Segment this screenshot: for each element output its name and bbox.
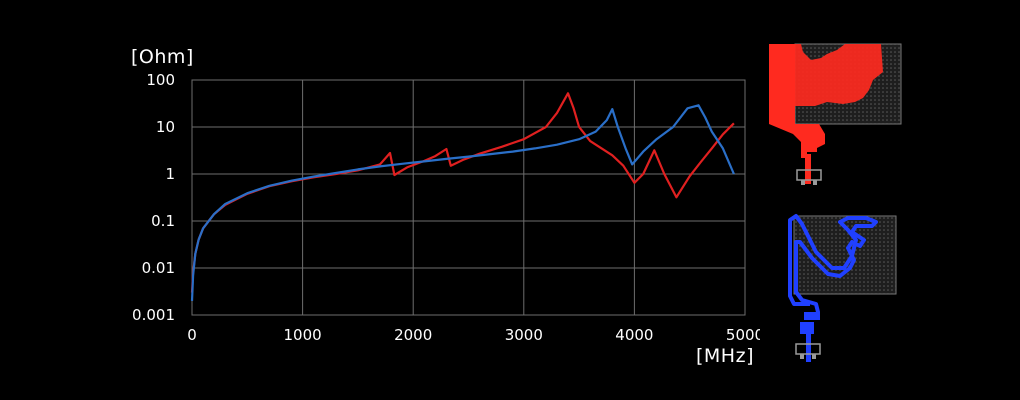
red-antenna-pattern-icon (769, 43, 902, 185)
x-axis-label: [MHz] (696, 345, 754, 367)
x-tick-label: 2000 (394, 326, 432, 344)
blue-meander-antenna-icon (788, 214, 897, 362)
y-tick-label: 0.1 (151, 212, 175, 230)
y-tick-label: 10 (156, 118, 175, 136)
y-tick-label: 0.01 (142, 259, 175, 277)
chart-axes (191, 79, 746, 316)
series-line (190, 104, 735, 301)
x-tick-label: 3000 (505, 326, 543, 344)
y-tick-label: 100 (146, 71, 175, 89)
y-axis-label: [Ohm] (131, 46, 194, 68)
x-tick-label: 0 (187, 326, 197, 344)
plot-frame (191, 79, 746, 316)
series-line (190, 92, 735, 293)
y-tick-label: 1 (165, 165, 175, 183)
x-tick-label: 5000 (726, 326, 760, 344)
x-tick-label: 4000 (615, 326, 653, 344)
chart-grid (192, 79, 745, 316)
y-tick-label: 0.001 (132, 306, 175, 324)
x-tick-label: 1000 (284, 326, 322, 344)
chart-series (190, 92, 735, 301)
